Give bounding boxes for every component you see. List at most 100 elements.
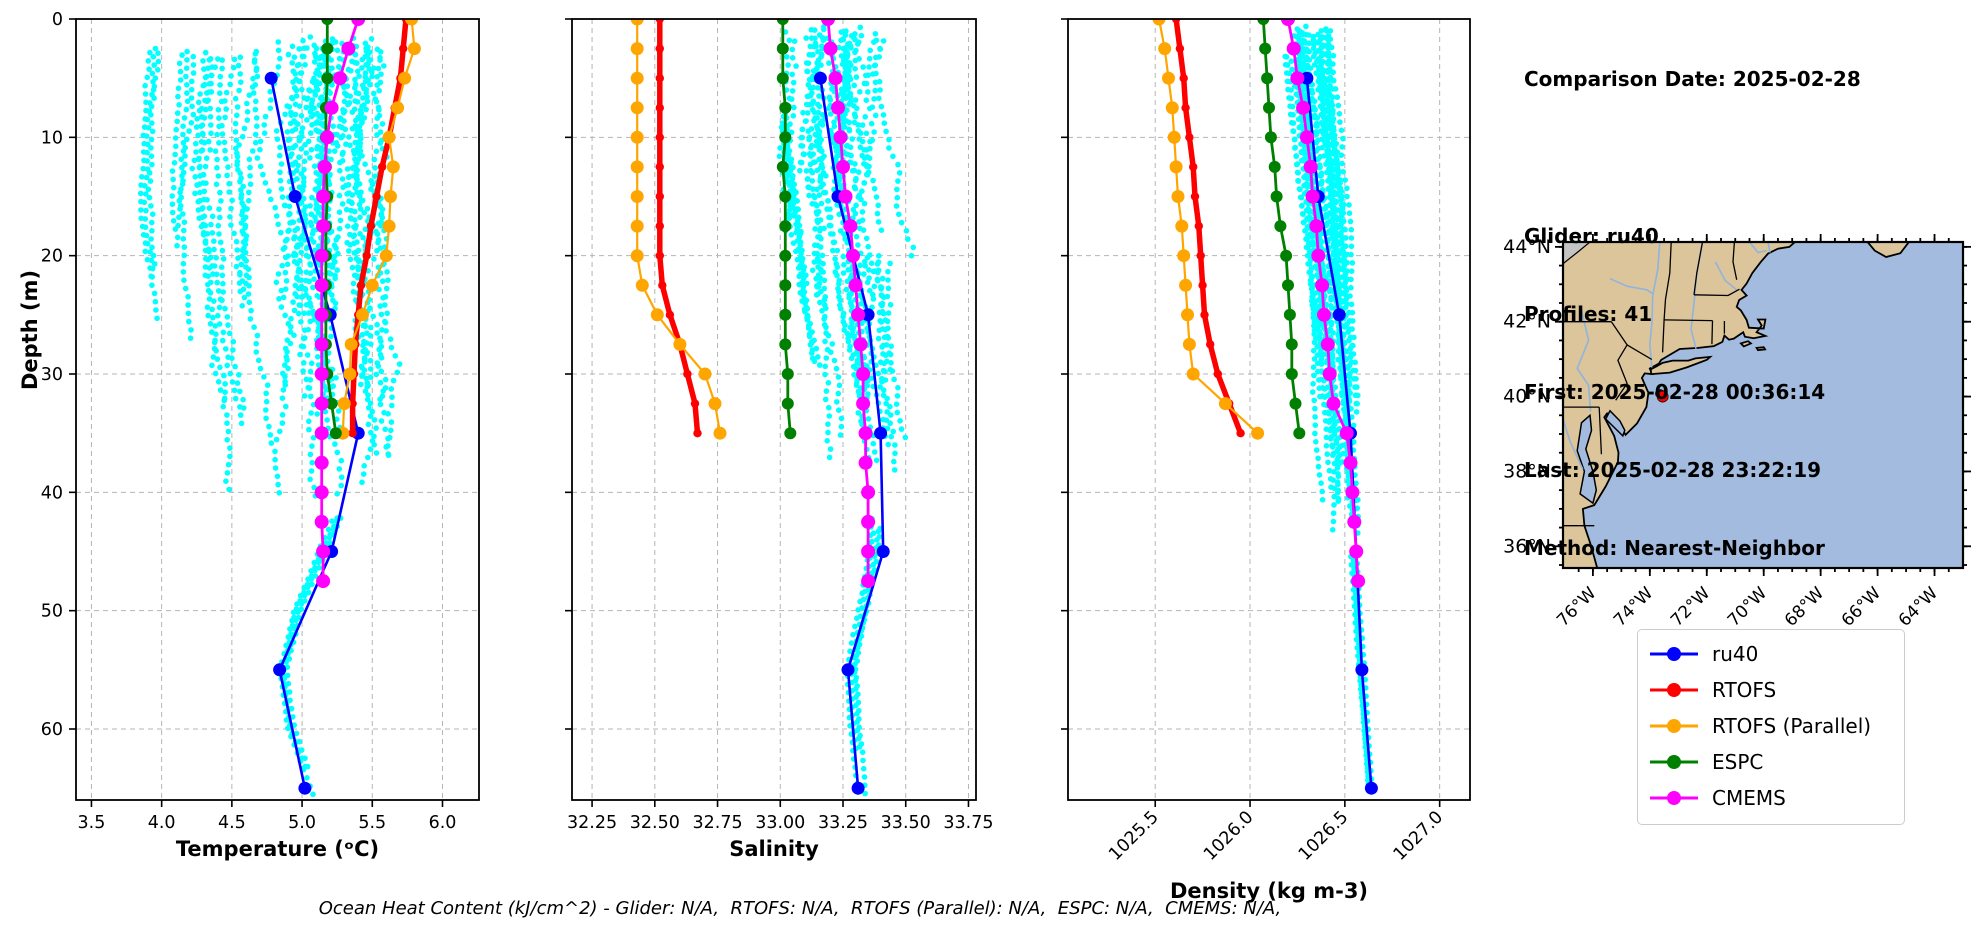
- legend-item-rtofs-parallel-: RTOFS (Parallel): [1648, 708, 1894, 744]
- x-tick-label: 33.25: [818, 813, 868, 833]
- landmass: [1649, 355, 1713, 376]
- glider-raw-scatter: [137, 34, 403, 798]
- x-tick-label: 4.5: [218, 813, 246, 833]
- series-cmems: [1281, 19, 1366, 589]
- map-lon-label: 64°W: [1895, 583, 1942, 630]
- depth-tick-label: 10: [41, 128, 63, 148]
- depth-tick-label: 60: [41, 720, 63, 740]
- river: [1563, 418, 1584, 470]
- map-lat-label: 38°N: [1503, 460, 1551, 482]
- comparison-date-text: Comparison Date: 2025-02-28: [1524, 67, 1861, 91]
- x-tick-label: 1026.5: [1295, 807, 1352, 864]
- state-border: [1610, 321, 1628, 401]
- series-espc: [776, 19, 797, 440]
- river: [1748, 242, 1767, 254]
- river: [1714, 261, 1738, 291]
- legend-label: ESPC: [1712, 750, 1764, 774]
- series-rtofs-parallel-: [630, 19, 727, 440]
- river: [1767, 242, 1771, 253]
- state-border: [1626, 344, 1653, 361]
- profiles-count-text: Profiles: 41: [1524, 302, 1653, 326]
- depth-tick-label: 0: [52, 10, 63, 30]
- x-tick-label: 32.50: [630, 813, 680, 833]
- landmass: [1755, 346, 1767, 352]
- method-text: Method: Nearest-Neighbor: [1524, 536, 1825, 560]
- axes-frame: [1067, 18, 1471, 801]
- axes-frame: [75, 18, 480, 801]
- density-axis-label: Density (kg m-3): [1170, 879, 1368, 903]
- salinity-plot: 32.25 32.50 32.75 33.00 33.25 33.50 33.75 Salin…: [565, 18, 994, 861]
- state-border: [1732, 242, 1738, 280]
- series-cmems: [821, 19, 876, 589]
- series-ru40: [813, 71, 890, 795]
- depth-tick-label: 50: [41, 602, 63, 622]
- legend-label: RTOFS (Parallel): [1712, 714, 1872, 738]
- legend-label: CMEMS: [1712, 786, 1786, 810]
- x-tick-label: 1026.0: [1200, 807, 1257, 864]
- state-border: [1693, 288, 1740, 297]
- landmass: [1739, 340, 1753, 348]
- legend-swatch-icon: [1650, 719, 1698, 733]
- legend: ru40 RTOFS RTOFS (Parallel) ESPC CMEMS: [1637, 629, 1905, 825]
- river: [1609, 277, 1654, 295]
- lake: [1563, 242, 1591, 265]
- x-tick-label: 32.75: [692, 813, 742, 833]
- axis-ticks: [1061, 18, 1441, 807]
- bay: [1576, 413, 1598, 505]
- legend-swatch-icon: [1650, 755, 1698, 769]
- axis-ticks: [565, 18, 970, 807]
- legend-item-rtofs: RTOFS: [1648, 672, 1894, 708]
- temperature-axis-label: Temperature (ᵒC): [176, 837, 379, 861]
- map-lat-label: 42°N: [1503, 311, 1551, 333]
- x-tick-label: 1025.5: [1105, 807, 1162, 864]
- map-lat-label: 36°N: [1503, 535, 1551, 557]
- x-tick-label: 3.5: [78, 813, 106, 833]
- legend-item-ru40: ru40: [1648, 636, 1894, 672]
- legend-label: RTOFS: [1712, 678, 1777, 702]
- state-border: [1598, 407, 1603, 455]
- x-tick-label: 4.0: [148, 813, 176, 833]
- series-espc: [1257, 19, 1306, 440]
- state-border: [1661, 242, 1672, 353]
- legend-label: ru40: [1712, 642, 1759, 666]
- x-tick-label: 5.5: [358, 813, 386, 833]
- depth-axis-label: Depth (m): [18, 269, 42, 391]
- series-rtofs-parallel-: [336, 19, 421, 440]
- metadata-panel: Comparison Date: 2025-02-28 Glider: ru40…: [1524, 14, 1861, 613]
- state-border: [1711, 320, 1714, 345]
- x-tick-label: 32.25: [567, 813, 617, 833]
- x-tick-label: 6.0: [429, 813, 457, 833]
- glider-raw-scatter: [776, 24, 917, 797]
- depth-tick-label: 40: [41, 483, 63, 503]
- temperature-plot: 3.5 4.0 4.5 5.0 5.5 6.0 0 10 20 30 40 50 60 Temperatu…: [41, 10, 480, 861]
- series-cmems: [314, 19, 366, 589]
- map-lat-label: 44°N: [1503, 236, 1551, 258]
- series-rtofs: [1171, 19, 1245, 438]
- depth-tick-label: 20: [41, 247, 63, 267]
- map-lat-label: 40°N: [1503, 386, 1551, 408]
- axis-ticks: [69, 18, 444, 807]
- spacer: [1524, 144, 1861, 171]
- map-ticks: [1555, 234, 1971, 576]
- state-border: [1693, 242, 1704, 295]
- x-tick-label: 1027.0: [1390, 807, 1447, 864]
- glider-position-marker: [1656, 390, 1669, 403]
- first-profile-text: First: 2025-02-28 00:36:14: [1524, 380, 1826, 404]
- state-border: [1664, 319, 1713, 322]
- salinity-axis-label: Salinity: [729, 837, 819, 861]
- x-tick-label: 33.00: [755, 813, 805, 833]
- landmass: [1866, 242, 1911, 258]
- series-ru40: [264, 71, 365, 795]
- landmass: [1563, 242, 1797, 568]
- river: [1648, 242, 1661, 368]
- density-plot: 1025.5 1026.0 1026.5 1027.0 Density (kg m-3): [1061, 18, 1471, 903]
- series-rtofs-parallel-: [1152, 19, 1265, 440]
- axes-frame: [571, 18, 977, 801]
- legend-swatch-icon: [1650, 791, 1698, 805]
- axis-tick-labels: 1025.5 1026.0 1026.5 1027.0: [1105, 807, 1447, 864]
- legend-swatch-icon: [1650, 683, 1698, 697]
- depth-tick-label: 30: [41, 365, 63, 385]
- legend-item-espc: ESPC: [1648, 744, 1894, 780]
